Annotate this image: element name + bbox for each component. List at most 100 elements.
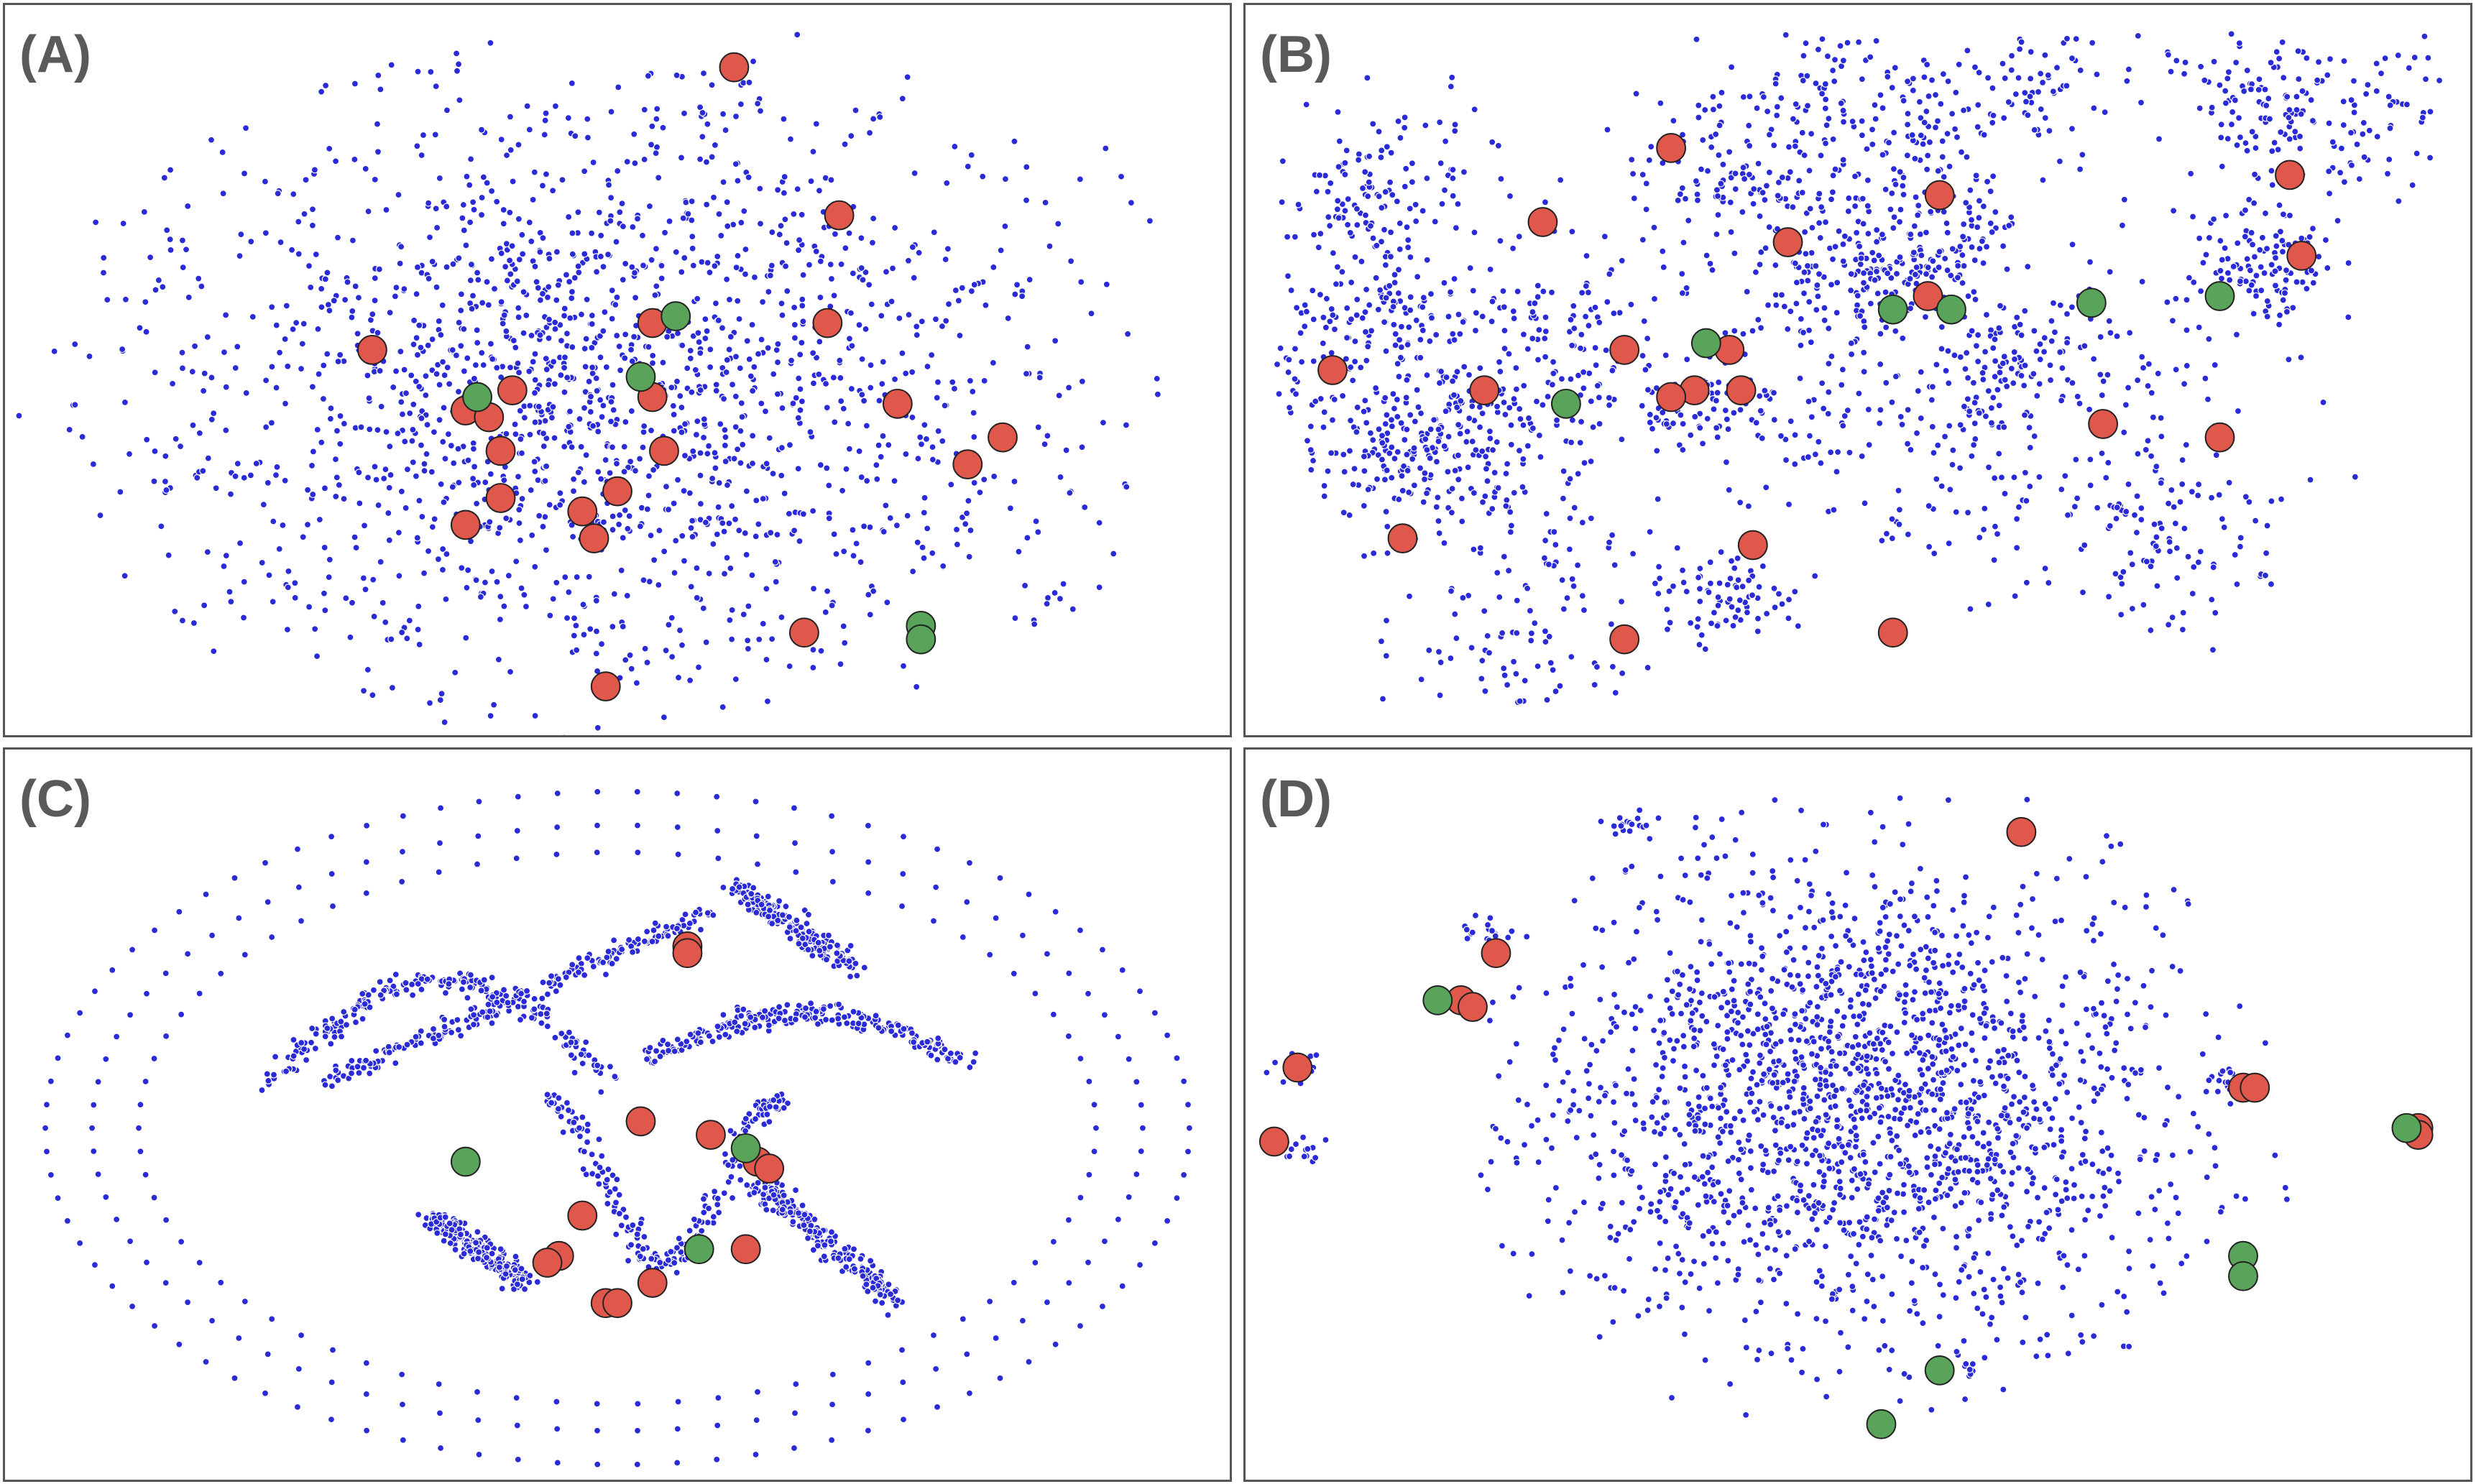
red-marker — [1527, 207, 1558, 237]
background-point — [1468, 644, 1476, 652]
background-point — [607, 194, 615, 202]
background-point — [678, 428, 686, 436]
background-point — [2256, 246, 2264, 254]
background-point — [759, 494, 767, 503]
background-point — [1697, 165, 1706, 173]
background-point — [355, 1069, 363, 1077]
background-point — [2072, 456, 2080, 464]
background-point — [1440, 539, 1448, 547]
background-point — [300, 210, 308, 218]
background-point — [1739, 208, 1746, 216]
background-point — [1440, 186, 1449, 194]
background-point — [1798, 129, 1806, 137]
background-point — [1953, 133, 1961, 141]
background-point — [694, 418, 701, 425]
background-point — [1394, 266, 1403, 274]
background-point — [1948, 461, 1956, 469]
background-point — [1745, 170, 1754, 178]
background-point — [904, 257, 912, 264]
background-point — [1692, 177, 1700, 185]
background-point — [1974, 123, 1982, 131]
background-point — [420, 467, 428, 475]
background-point — [1090, 1101, 1098, 1109]
background-point — [362, 889, 370, 897]
background-point — [652, 245, 660, 253]
background-point — [529, 195, 537, 203]
background-point — [699, 604, 707, 612]
background-point — [543, 462, 551, 470]
background-point — [2036, 356, 2044, 364]
background-point — [837, 660, 844, 668]
background-point — [219, 190, 227, 198]
background-point — [1959, 279, 1966, 287]
background-point — [1402, 165, 1410, 172]
background-point — [1930, 550, 1938, 558]
background-point — [2359, 130, 2367, 138]
background-point — [764, 344, 772, 352]
background-point — [1011, 477, 1018, 486]
background-point — [1713, 424, 1721, 432]
background-point — [727, 1127, 735, 1135]
background-point — [2137, 98, 2145, 106]
background-point — [1858, 75, 1866, 83]
background-point — [2194, 558, 2202, 566]
background-point — [796, 351, 804, 359]
background-point — [2248, 241, 2257, 249]
background-point — [859, 276, 867, 284]
background-point — [551, 102, 559, 110]
background-point — [1350, 465, 1358, 473]
background-point — [516, 407, 524, 415]
background-point — [1904, 110, 1912, 118]
background-point — [735, 315, 743, 323]
background-point — [1928, 383, 1937, 391]
background-point — [2242, 493, 2250, 501]
background-point — [92, 218, 100, 226]
background-point — [543, 293, 552, 301]
background-point — [330, 297, 338, 305]
background-point — [1550, 369, 1557, 377]
background-point — [791, 334, 799, 342]
background-point — [1587, 515, 1595, 522]
background-point — [1118, 1282, 1126, 1290]
background-point — [929, 549, 936, 557]
background-point — [2128, 561, 2136, 568]
background-point — [980, 476, 988, 484]
background-point — [659, 124, 667, 132]
background-point — [1382, 347, 1390, 355]
background-point — [262, 229, 270, 237]
background-point — [791, 303, 799, 311]
background-point — [715, 1033, 723, 1041]
background-point — [822, 608, 829, 616]
background-point — [1789, 115, 1797, 123]
background-point — [236, 539, 244, 547]
background-point — [914, 455, 922, 463]
background-point — [1514, 287, 1522, 295]
background-point — [531, 711, 539, 720]
background-point — [1570, 504, 1578, 512]
background-point — [1816, 234, 1824, 242]
background-point — [531, 467, 539, 476]
background-point — [1320, 492, 1328, 500]
background-point — [970, 479, 978, 487]
background-point — [934, 427, 942, 435]
background-point — [569, 250, 576, 258]
background-point — [1519, 331, 1528, 338]
background-point — [1941, 433, 1949, 441]
background-point — [370, 612, 378, 620]
background-point — [1303, 437, 1312, 445]
background-point — [686, 346, 694, 354]
background-point — [640, 422, 648, 430]
background-point — [745, 602, 753, 610]
background-point — [1458, 494, 1466, 502]
background-point — [1914, 211, 1922, 219]
background-point — [2325, 119, 2333, 127]
background-point — [1639, 170, 1647, 179]
background-point — [1334, 197, 1342, 205]
background-point — [240, 578, 248, 586]
background-point — [1069, 605, 1077, 613]
background-point — [372, 476, 380, 484]
background-point — [528, 237, 535, 245]
background-point — [2074, 392, 2081, 400]
background-point — [720, 570, 729, 578]
background-point — [2218, 515, 2226, 523]
